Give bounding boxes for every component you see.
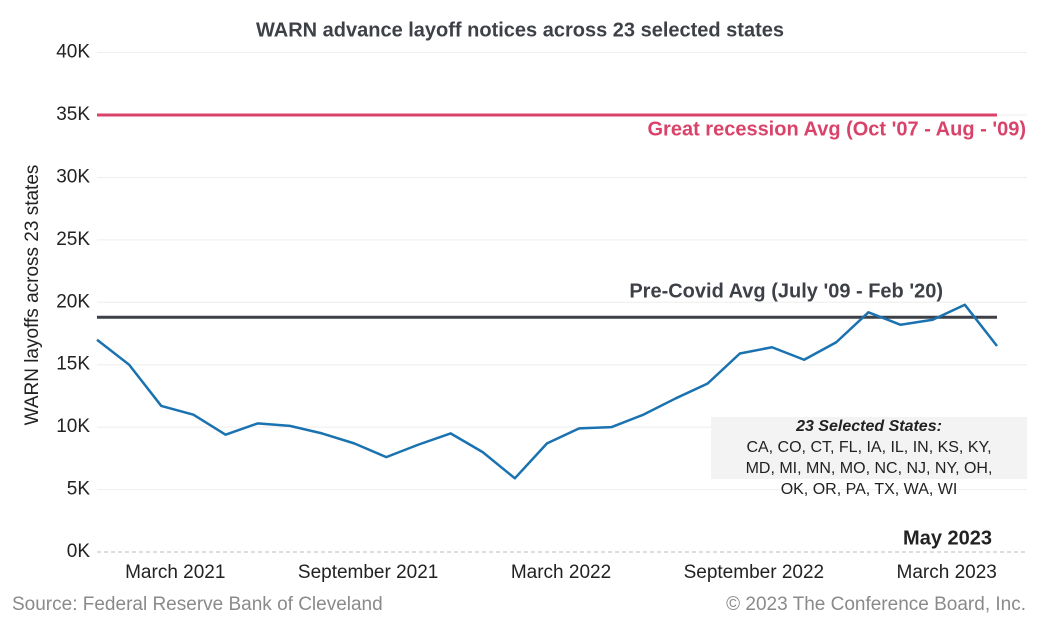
y-axis-label: WARN layoffs across 23 states <box>22 165 43 426</box>
x-tick-label: March 2022 <box>511 562 611 583</box>
annotation: May 2023 <box>903 527 992 549</box>
x-tick-label: September 2022 <box>684 562 825 583</box>
note-box <box>711 417 1027 479</box>
y-tick-label: 35K <box>56 104 90 125</box>
x-tick-label: September 2021 <box>298 562 439 583</box>
copyright: © 2023 The Conference Board, Inc. <box>726 594 1026 615</box>
note-line: CA, CO, CT, FL, IA, IL, IN, KS, KY, <box>746 439 991 456</box>
chart-title: WARN advance layoff notices across 23 se… <box>256 19 784 41</box>
y-tick-label: 25K <box>56 229 90 250</box>
y-tick-label: 0K <box>67 541 91 562</box>
plot-area: 0K 5K 10K 15K 20K 25K 30K 35K 40K March 2021 Septe… <box>56 42 1027 583</box>
source: Source: Federal Reserve Bank of Clevelan… <box>12 594 383 615</box>
note-title: 23 Selected States: <box>795 418 942 435</box>
note-line: OK, OR, PA, TX, WA, WI <box>781 481 958 498</box>
y-tick-label: 30K <box>56 166 90 187</box>
y-tick-label: 40K <box>56 42 90 63</box>
y-tick-label: 20K <box>56 291 90 312</box>
y-tick-label: 15K <box>56 354 90 375</box>
reference-label: Great recession Avg (Oct '07 - Aug - '09… <box>647 118 1026 140</box>
x-tick-label: March 2023 <box>897 562 997 583</box>
note-line: MD, MI, MN, MO, NC, NJ, NY, OH, <box>746 460 993 477</box>
x-tick-label: March 2021 <box>125 562 225 583</box>
y-tick-label: 5K <box>67 479 91 500</box>
reference-label: Pre-Covid Avg (July '09 - Feb '20) <box>629 281 943 303</box>
data-line <box>96 303 998 480</box>
y-tick-label: 10K <box>56 416 90 437</box>
